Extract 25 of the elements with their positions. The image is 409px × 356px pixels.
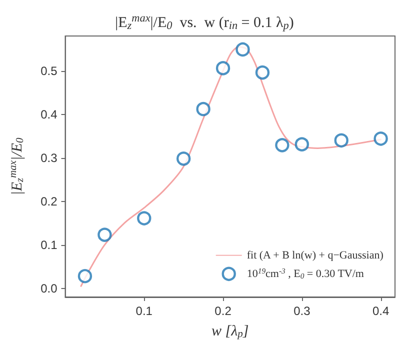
legend-label: fit (A + B ln(w) + q−Gaussian)	[246, 249, 384, 262]
point	[137, 211, 152, 226]
y-tick-label: 0.2	[40, 194, 58, 208]
y-tick-label: 0.4	[40, 107, 58, 122]
point	[236, 42, 250, 57]
x-tick-label: 0.3	[294, 304, 311, 318]
point	[216, 61, 230, 76]
point	[294, 137, 310, 152]
y-tick-label: 0.0	[40, 281, 58, 296]
point	[78, 269, 92, 284]
point	[255, 65, 270, 80]
x-tick-label: 0.4	[372, 304, 390, 318]
point	[196, 102, 210, 116]
point	[98, 228, 112, 242]
y-tick-label: 0.1	[40, 238, 58, 252]
point	[275, 138, 290, 152]
point	[374, 132, 388, 146]
y-tick-label: 0.3	[40, 150, 58, 165]
point	[334, 133, 348, 148]
x-tick-label: 0.2	[214, 304, 232, 318]
y-tick-label: 0.5	[40, 64, 58, 78]
point	[176, 152, 191, 166]
y-axis-title: |Ezmax|/E0	[8, 136, 26, 196]
x-tick-label: 0.1	[136, 304, 153, 318]
x-axis-title: w [λp]	[212, 324, 249, 340]
